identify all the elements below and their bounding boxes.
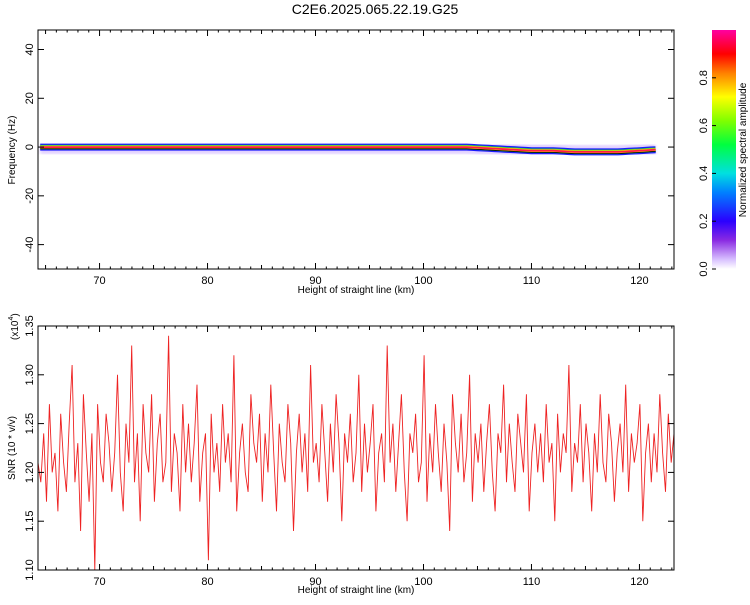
snr-panel: 70 80 90 100 110 120 1.10 1.15 1.20 1.25 1.30 1.35… [7,313,675,596]
signal-trace [40,148,656,154]
snr-y-tick-label: 1.30 [24,364,36,385]
spectrogram-y-tick-label: -20 [24,188,36,204]
chart-title: C2E6.2025.065.22.19.G25 [292,1,459,17]
colorbar-ticks: 0.0 0.2 0.4 0.6 0.8 [698,70,716,277]
snr-exponent-base: (x10 [10,320,21,340]
colorbar-tick-label: 0.4 [698,166,710,181]
spectrogram-x-tick-label: 120 [630,275,648,287]
snr-y-ticks: 1.10 1.15 1.20 1.25 1.30 1.35 [24,315,674,581]
colorbar-label: Normalized spectral amplitude [738,82,749,217]
colorbar-tick-label: 0.0 [698,261,710,276]
spectrogram-x-tick-label: 110 [523,275,541,287]
spectrogram-x-tick-label: 100 [414,275,432,287]
snr-y-tick-label: 1.10 [24,559,36,580]
spectrogram-x-ticks: 70 80 90 100 110 120 [45,30,673,287]
snr-x-tick-label: 90 [309,576,321,588]
spectrogram-x-axis-label: Height of straight line (km) [298,285,415,296]
colorbar: 0.0 0.2 0.4 0.6 0.8 Normalized spectral ampl… [698,30,749,277]
snr-exponent-close: ) [10,313,21,316]
svg-text:(x104): (x104) [8,313,21,340]
spectrogram-y-tick-label: 40 [24,43,36,55]
colorbar-gradient [712,30,736,269]
snr-x-tick-label: 110 [523,576,541,588]
snr-x-tick-label: 120 [630,576,648,588]
signal-core [40,146,656,153]
snr-x-ticks: 70 80 90 100 110 120 [45,326,673,588]
colorbar-tick-label: 0.8 [698,70,710,85]
spectrogram-panel: 70 80 90 100 110 120 -40 -20 0 20 40 Height of st… [7,29,675,296]
snr-x-tick-label: 70 [93,576,105,588]
snr-y-tick-label: 1.20 [24,462,36,483]
spectrogram-y-tick-label: -40 [24,237,36,253]
snr-y-tick-label: 1.15 [24,510,36,531]
snr-x-axis-label: Height of straight line (km) [298,585,415,596]
colorbar-tick-label: 0.2 [698,214,710,229]
spectrogram-x-tick-label: 90 [309,275,321,287]
snr-y-axis-label: SNR (10 * v/v) [7,416,18,480]
snr-plot-frame [37,325,675,571]
spectrogram-plot-frame [37,29,675,270]
snr-y-tick-label: 1.25 [24,413,36,434]
spectrogram-y-ticks: -40 -20 0 20 40 [24,43,674,253]
snr-x-tick-label: 80 [201,576,213,588]
spectrogram-y-axis-label: Frequency (Hz) [7,116,18,185]
snr-x-tick-label: 100 [414,576,432,588]
spectrogram-y-tick-label: 0 [24,144,36,150]
snr-exponent-label: (x104) [8,313,21,340]
snr-y-tick-label: 1.35 [24,315,36,336]
spectrogram-x-tick-label: 70 [93,275,105,287]
spectrogram-x-tick-label: 80 [201,275,213,287]
colorbar-tick-label: 0.6 [698,118,710,133]
snr-exponent-power: 4 [8,317,15,321]
spectrogram-signal-band [40,140,656,159]
snr-series-line [38,335,674,570]
spectrogram-y-tick-label: 20 [24,92,36,104]
